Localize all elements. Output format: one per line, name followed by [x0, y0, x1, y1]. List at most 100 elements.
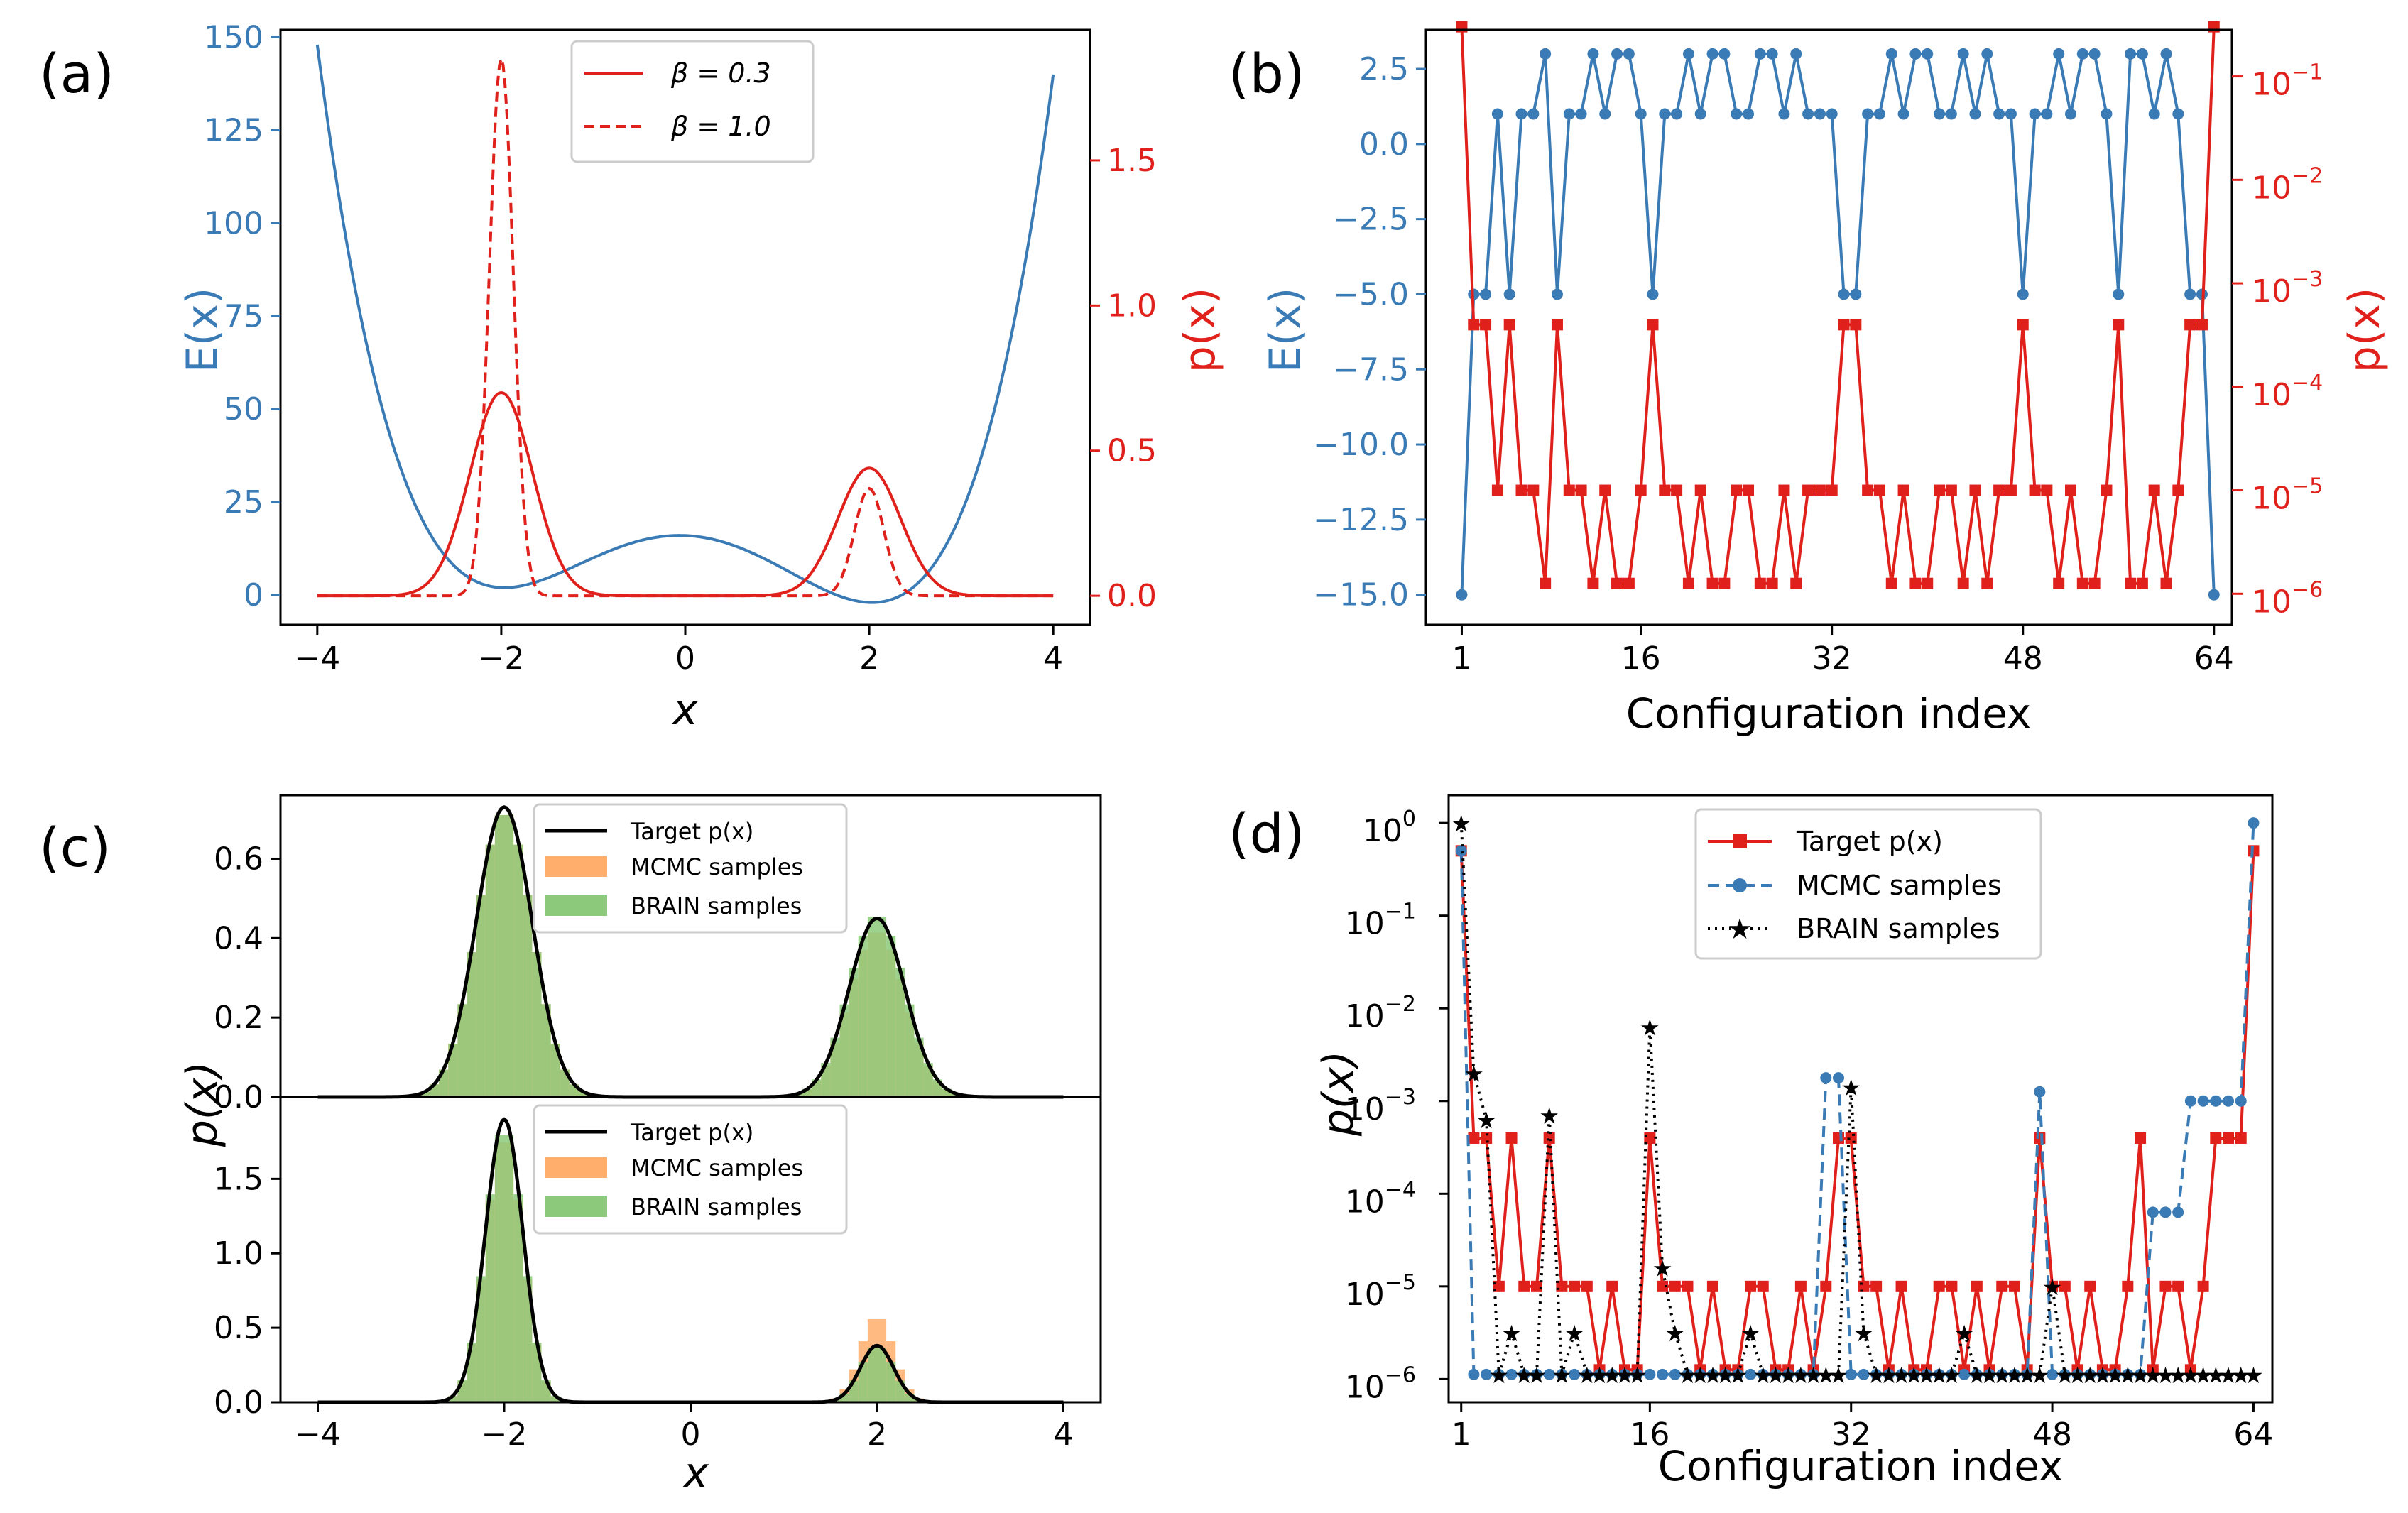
- target-point: [2008, 1280, 2020, 1292]
- energy-point: [1909, 48, 1922, 60]
- brain-point: ★: [1576, 1362, 1597, 1389]
- y-right-tick-label-a: 0.0: [1107, 578, 1157, 614]
- y-tick-label-c: 0.2: [214, 1000, 263, 1036]
- energy-point: [1540, 48, 1552, 60]
- target-point: [1468, 1132, 1480, 1144]
- mcmc-point: [2184, 1095, 2196, 1107]
- probability-point: [1838, 319, 1850, 331]
- probability-point: [1814, 484, 1826, 496]
- energy-point: [1706, 48, 1718, 60]
- mcmc-point: [1694, 1368, 1706, 1380]
- brain-point: ★: [1765, 1362, 1786, 1389]
- target-point: [1606, 1280, 1618, 1292]
- target-point: [1505, 1132, 1518, 1144]
- brain-point: ★: [1966, 1362, 1987, 1389]
- brain-point: ★: [1488, 1362, 1509, 1389]
- x-axis-label-c: x: [682, 1448, 709, 1498]
- brain-point: ★: [1552, 1362, 1572, 1389]
- mcmc-point: [1757, 1368, 1769, 1380]
- probability-point: [2101, 484, 2113, 496]
- brain-bar: [485, 1194, 495, 1402]
- probability-point: [2196, 319, 2208, 331]
- brain-point: ★: [2005, 1362, 2025, 1389]
- y-left-tick-label-a: 25: [224, 484, 263, 520]
- brain-bar: [886, 1362, 896, 1402]
- x-tick-label-a: 4: [1043, 640, 1063, 677]
- probability-point: [1503, 319, 1515, 331]
- mcmc-point: [1505, 1368, 1518, 1380]
- mcmc-point: [1895, 1368, 1907, 1380]
- target-point: [1581, 1280, 1593, 1292]
- legend-brain-label: BRAIN samples: [631, 892, 802, 919]
- brain-bar: [494, 1135, 504, 1402]
- target-point: [1820, 1280, 1832, 1292]
- brain-bar: [942, 1088, 952, 1097]
- probability-point: [2160, 577, 2172, 589]
- probability-point: [1754, 577, 1766, 589]
- x-tick-label-a: 2: [859, 640, 879, 677]
- energy-point: [2076, 48, 2088, 60]
- probability-point: [1718, 577, 1731, 589]
- probability-point: [1957, 577, 1969, 589]
- y-left-ticks-a: 0 25 50 75 100 125 150: [204, 19, 280, 613]
- brain-point: ★: [1476, 1107, 1497, 1134]
- target-point: [1833, 1132, 1845, 1144]
- target-point: [2147, 1364, 2159, 1376]
- legend-mcmc-label-d: MCMC samples: [1797, 870, 2002, 901]
- brain-point: ★: [1941, 1362, 1962, 1389]
- probability-point: [2184, 319, 2196, 331]
- mcmc-point: [2159, 1206, 2172, 1218]
- probability-point: [1826, 484, 1838, 496]
- y-right-tick-label-a: 1.5: [1107, 143, 1157, 179]
- target-point: [1669, 1280, 1681, 1292]
- mcmc-point: [1833, 1072, 1845, 1084]
- energy-point: [2088, 48, 2101, 60]
- energy-point: [1897, 108, 1909, 120]
- y-right-ticks-a: 0.0 0.5 1.0 1.5: [1090, 143, 1157, 614]
- energy-line-b: [1460, 52, 2216, 595]
- panel-d: ★★★★★★★★★★★★★★★★★★★★★★★★★★★★★★★★★★★★★★★★…: [1314, 794, 2274, 1490]
- target-point: [1657, 1280, 1669, 1292]
- legend-mcmc-swatch: [545, 856, 607, 877]
- legend-a: β = 0.3 β = 1.0: [570, 40, 815, 163]
- probability-point: [1790, 577, 1802, 589]
- energy-point: [1480, 288, 1492, 300]
- target-point: [2235, 1132, 2247, 1144]
- brain-point: ★: [1665, 1320, 1685, 1347]
- energy-point: [1945, 108, 1957, 120]
- target-point: [1706, 1280, 1718, 1292]
- y-left-tick-label-b: −15.0: [1313, 577, 1409, 613]
- brain-markers-d: ★★★★★★★★★★★★★★★★★★★★★★★★★★★★★★★★★★★★★★★★…: [1451, 810, 2263, 1389]
- target-point: [2197, 1280, 2209, 1292]
- brain-point: ★: [2054, 1362, 2075, 1389]
- mcmc-point: [1807, 1368, 1819, 1380]
- y-right-tick-label-b: 10−1: [2252, 60, 2323, 103]
- brain-bar: [877, 1348, 887, 1402]
- energy-point: [2136, 48, 2148, 60]
- x-tick-label-b: 48: [2003, 640, 2043, 677]
- target-point: [1518, 1280, 1530, 1292]
- brain-bar: [513, 844, 523, 1097]
- legend-brain-label-d: BRAIN samples: [1797, 913, 2000, 944]
- brain-point: ★: [1816, 1362, 1836, 1389]
- energy-point: [1862, 108, 1874, 120]
- brain-point: ★: [1514, 1362, 1535, 1389]
- x-tick-label-b: 64: [2194, 640, 2234, 677]
- probability-point: [1587, 577, 1599, 589]
- mcmc-point: [1908, 1368, 1920, 1380]
- energy-point: [2148, 108, 2160, 120]
- probability-point: [1706, 577, 1718, 589]
- probability-point: [1611, 577, 1623, 589]
- mcmc-point: [1706, 1368, 1718, 1380]
- energy-point: [1551, 288, 1563, 300]
- mcmc-point: [1958, 1368, 1971, 1380]
- y-left-tick-label-a: 125: [204, 112, 263, 148]
- energy-point: [1766, 48, 1778, 60]
- y-left-tick-label-b: −12.5: [1313, 502, 1409, 538]
- p-beta-0.3-curve: [317, 390, 1054, 598]
- mcmc-point: [1543, 1368, 1555, 1380]
- y-axis-label-d: p(x): [1314, 1051, 1363, 1137]
- y-tick-label-c: 0.0: [214, 1079, 263, 1115]
